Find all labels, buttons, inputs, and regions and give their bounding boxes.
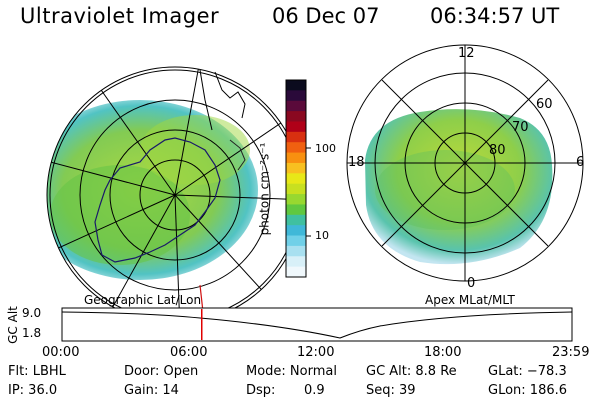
colorbar-segment [286,225,306,237]
right-aurora-image [365,109,553,265]
colorbar-segment [286,80,306,91]
colorbar-segment [286,214,306,226]
altitude-panel [61,307,573,342]
lat-label-80: 80 [489,143,506,158]
mlt-label-18: 18 [348,155,365,170]
antarctica-coastline [94,137,221,263]
lat-label-70: 70 [512,120,529,135]
colorbar-unit-label: photon cm⁻²s⁻¹ [257,142,272,236]
colorbar-tick-100: 100 [315,142,336,155]
dsp-value: 0.9 [304,383,325,398]
mode-info: Mode: Normal [246,364,337,379]
door-info: Door: Open [124,364,199,379]
colorbar-tick-10: 10 [315,229,329,242]
colorbar-segment [286,162,306,174]
colorbar-segment [286,256,306,268]
colorbar-segment [286,245,306,257]
colorbar-segment [286,173,306,185]
colorbar-segment [286,204,306,216]
time-label-2359: 23:59 [552,345,590,360]
colorbar-segment [286,111,306,122]
altitude-curve [61,311,573,339]
colorbar-frame [285,79,307,278]
seq-info: Seq: 39 [366,383,416,398]
gc-alt-info: GC Alt: 8.8 Re [366,364,457,379]
ip-info: IP: 36.0 [8,383,58,398]
colorbar-segment [286,100,306,112]
time-label-0000: 00:00 [42,345,80,360]
colorbar-segment [286,121,306,133]
date: 06 Dec 07 [272,4,380,28]
altitude-axis-label: GC Alt [5,306,20,344]
title: Ultraviolet Imager [20,4,220,28]
altitude-tick-low: 1.8 [22,326,42,340]
colorbar-segment [286,194,306,205]
filter-info: Flt: LBHL [8,364,66,379]
colorbar-segment [286,235,306,247]
dsp-label: Dsp: [246,383,276,398]
colorbar-segment [286,90,306,102]
time-label-1800: 18:00 [424,345,462,360]
colorbar-segment [286,131,306,143]
apex-caption: Apex MLat/MLT [425,293,515,307]
colorbar-segment [286,142,306,154]
mlt-label-0: 0 [467,276,476,291]
glon-info: GLon: 186.6 [488,383,568,398]
lat-label-60: 60 [536,97,553,112]
gain-info: Gain: 14 [124,383,179,398]
time-label-0600: 06:00 [170,345,208,360]
mlt-label-12: 12 [458,46,475,61]
apex-map [346,44,584,282]
colorbar [285,79,311,278]
geographic-map [46,66,304,331]
colorbar-segment [286,152,306,164]
colorbar-segment [286,266,306,278]
time: 06:34:57 UT [430,4,560,28]
mlt-label-6: 6 [576,155,585,170]
time-label-1200: 12:00 [297,345,335,360]
colorbar-segment [286,183,306,195]
geographic-caption: Geographic Lat/Lon [84,293,202,307]
altitude-tick-high: 9.0 [22,306,42,320]
glat-info: GLat: −78.3 [488,364,567,379]
